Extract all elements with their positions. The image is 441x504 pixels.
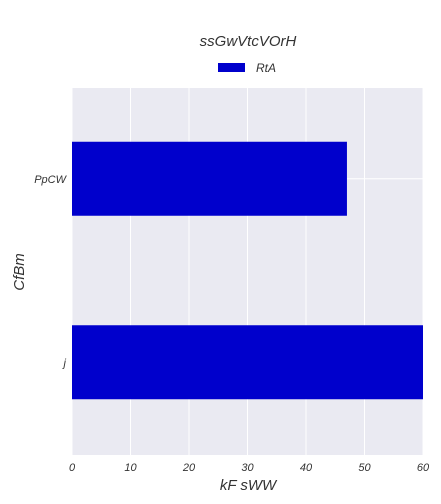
legend-label: RtA (256, 61, 276, 75)
x-tick-label: 30 (241, 462, 254, 474)
bars-group (72, 141, 423, 400)
x-tick-labels: 0 10 20 30 40 50 60 (69, 462, 430, 474)
x-tick-label: 60 (417, 462, 430, 474)
y-tick-labels: PpCW j (34, 174, 67, 370)
x-tick-label: 0 (69, 462, 76, 474)
x-tick-label: 10 (124, 462, 137, 474)
x-tick-label: 20 (182, 462, 196, 474)
chart-title: ssGwVtcVOrH (200, 33, 297, 50)
y-axis-label: CfBm (11, 253, 28, 291)
legend: RtA (218, 61, 276, 75)
bar (72, 325, 423, 400)
y-tick-label: PpCW (34, 174, 67, 186)
y-tick-label: j (62, 357, 67, 369)
x-axis-label: kF sWW (220, 477, 278, 494)
legend-swatch (218, 63, 245, 72)
x-tick-label: 50 (358, 462, 371, 474)
bar (72, 141, 347, 216)
x-tick-label: 40 (300, 462, 313, 474)
